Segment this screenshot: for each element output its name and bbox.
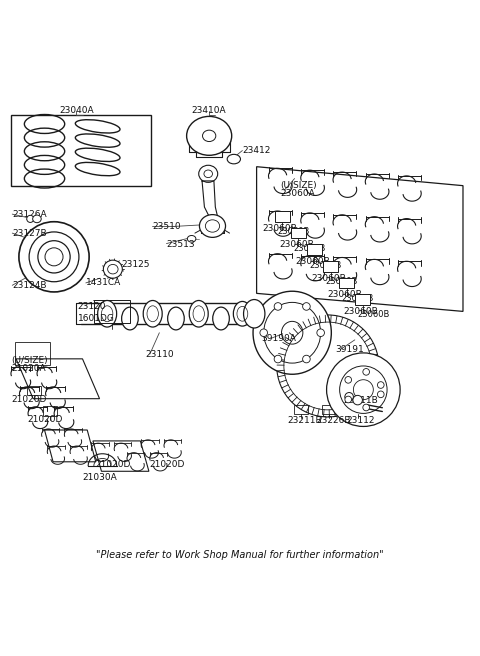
Text: "Please refer to Work Shop Manual for further information": "Please refer to Work Shop Manual for fu…: [96, 550, 384, 560]
Bar: [355, 295, 371, 305]
Circle shape: [317, 329, 324, 337]
Text: 23412: 23412: [242, 146, 271, 155]
Bar: [12, 115, 151, 186]
Circle shape: [363, 404, 370, 411]
Text: 23112: 23112: [347, 415, 375, 424]
Text: 39191: 39191: [335, 345, 364, 354]
Text: 23060B: 23060B: [358, 310, 390, 319]
Ellipse shape: [203, 130, 216, 142]
Text: 23060B: 23060B: [309, 260, 342, 270]
Text: 23226B: 23226B: [316, 415, 350, 424]
Text: 21020D: 21020D: [27, 415, 63, 424]
Text: 1601DG: 1601DG: [78, 314, 115, 323]
Bar: [322, 405, 336, 415]
Text: 23510: 23510: [152, 222, 181, 231]
Ellipse shape: [121, 307, 138, 330]
Text: 23040A: 23040A: [59, 106, 94, 115]
Circle shape: [377, 391, 384, 398]
Ellipse shape: [103, 260, 122, 278]
Circle shape: [353, 396, 362, 405]
Text: 23127B: 23127B: [12, 228, 47, 237]
Text: 23060B: 23060B: [279, 241, 313, 249]
Text: 23060B: 23060B: [295, 257, 330, 266]
Circle shape: [302, 356, 310, 363]
Bar: [291, 228, 306, 238]
Text: (U/SIZE): (U/SIZE): [280, 181, 317, 190]
Bar: [339, 277, 354, 288]
Text: 23060B: 23060B: [311, 274, 346, 283]
Text: 23060B: 23060B: [263, 224, 298, 233]
Text: 21020D: 21020D: [96, 460, 131, 469]
Ellipse shape: [19, 222, 89, 292]
Bar: [26, 386, 41, 396]
Text: 23060A: 23060A: [280, 189, 315, 197]
Circle shape: [363, 369, 370, 375]
Ellipse shape: [27, 215, 34, 222]
Text: 23060B: 23060B: [342, 294, 374, 303]
Ellipse shape: [97, 300, 117, 327]
Bar: [350, 405, 365, 415]
Text: 21020A: 21020A: [12, 364, 46, 373]
Ellipse shape: [227, 154, 240, 164]
Ellipse shape: [187, 116, 232, 155]
Bar: [275, 211, 290, 222]
Ellipse shape: [199, 215, 226, 237]
Circle shape: [345, 396, 351, 403]
Bar: [323, 261, 338, 272]
Text: 23060B: 23060B: [343, 307, 378, 316]
Circle shape: [274, 356, 282, 363]
Text: 23060B: 23060B: [277, 228, 310, 236]
Text: 23311B: 23311B: [343, 396, 378, 405]
Bar: [43, 406, 57, 416]
Bar: [341, 385, 355, 394]
Text: 23126A: 23126A: [12, 210, 47, 218]
Ellipse shape: [277, 315, 379, 417]
Ellipse shape: [213, 307, 229, 330]
Text: 23124B: 23124B: [12, 281, 47, 290]
Text: 23060B: 23060B: [293, 244, 325, 253]
Ellipse shape: [187, 236, 196, 242]
Text: 39190A: 39190A: [261, 334, 296, 343]
Circle shape: [302, 302, 310, 310]
Ellipse shape: [233, 301, 252, 326]
Text: 1431CA: 1431CA: [86, 278, 121, 287]
Ellipse shape: [143, 300, 162, 327]
Text: 21020D: 21020D: [150, 460, 185, 469]
Ellipse shape: [189, 300, 208, 327]
Text: 23125: 23125: [121, 260, 150, 269]
Text: 21020D: 21020D: [12, 395, 47, 403]
Ellipse shape: [38, 241, 70, 273]
Circle shape: [274, 302, 282, 310]
Text: 23513: 23513: [167, 241, 195, 249]
Ellipse shape: [253, 291, 331, 375]
Text: 23110: 23110: [145, 350, 174, 359]
Text: 23060B: 23060B: [325, 277, 358, 286]
Bar: [95, 300, 130, 323]
Ellipse shape: [33, 215, 41, 222]
Bar: [307, 245, 322, 255]
Bar: [14, 342, 50, 365]
Ellipse shape: [243, 300, 265, 328]
Circle shape: [345, 377, 351, 383]
Text: 23410A: 23410A: [192, 106, 227, 115]
Ellipse shape: [168, 307, 184, 330]
Text: (U/SIZE): (U/SIZE): [12, 356, 48, 365]
Bar: [294, 405, 308, 415]
Circle shape: [377, 382, 384, 388]
Ellipse shape: [326, 353, 400, 426]
Text: 23211B: 23211B: [288, 415, 322, 424]
Ellipse shape: [199, 165, 218, 182]
Text: 21030A: 21030A: [83, 473, 117, 482]
Text: 23060B: 23060B: [327, 291, 362, 299]
Polygon shape: [202, 181, 219, 221]
Text: 23120: 23120: [78, 302, 106, 311]
Ellipse shape: [345, 392, 353, 401]
Circle shape: [260, 329, 267, 337]
